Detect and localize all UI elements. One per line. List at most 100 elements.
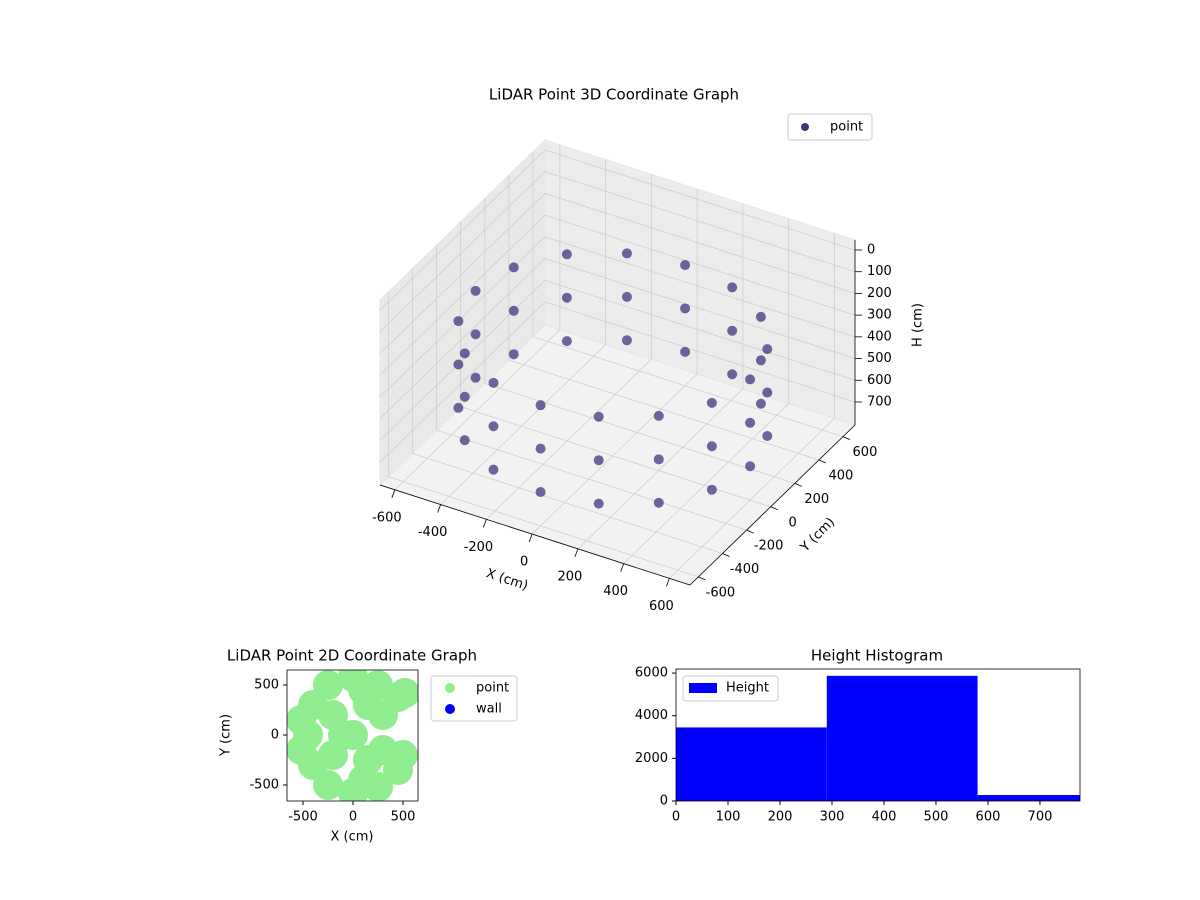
legend-label: wall <box>476 702 502 717</box>
x-tick-label: -600 <box>372 510 402 525</box>
point <box>453 359 464 370</box>
point <box>388 740 418 770</box>
x-tick-label: -200 <box>464 540 494 555</box>
grid-line <box>394 329 561 491</box>
point <box>593 411 604 422</box>
x-tick-label: 200 <box>557 569 582 584</box>
grid-line <box>379 236 546 398</box>
x-tick-label: 0 <box>349 810 357 825</box>
point <box>680 260 691 271</box>
grid-line <box>484 383 795 484</box>
point <box>348 765 378 795</box>
bar <box>826 675 978 801</box>
x-tick-label: 300 <box>820 810 845 825</box>
grid-line <box>666 578 670 587</box>
point <box>762 387 773 398</box>
point <box>459 348 470 359</box>
point <box>470 285 481 296</box>
point <box>727 282 738 293</box>
bar <box>676 727 827 801</box>
grid-line <box>544 171 856 273</box>
grid-line <box>391 489 396 498</box>
point <box>488 421 499 432</box>
point <box>470 372 481 383</box>
x-tick-label: 500 <box>924 810 949 825</box>
y-tick-label: 2000 <box>635 751 668 766</box>
chart-title: Height Histogram <box>811 647 943 665</box>
grid-line <box>460 406 771 508</box>
y-tick-label: 200 <box>804 492 829 507</box>
z-tick-label: 600 <box>867 373 892 388</box>
x-tick-label: 0 <box>672 810 680 825</box>
point <box>653 410 664 421</box>
axes-frame <box>675 668 1081 802</box>
legend-box <box>430 675 518 722</box>
x-tick-label: 500 <box>391 810 416 825</box>
y-tick-label: 0 <box>660 794 668 809</box>
y-axis-label: Y (cm) <box>219 714 234 757</box>
grid-line <box>437 504 442 513</box>
grid-line <box>770 506 778 511</box>
grid-line <box>486 359 652 520</box>
legend-label: point <box>830 120 863 135</box>
grid-line <box>412 453 723 554</box>
x-tick-label: 400 <box>603 584 628 599</box>
grid-line <box>544 236 856 338</box>
point <box>706 441 717 452</box>
point <box>488 464 499 475</box>
grid-line <box>440 344 606 505</box>
z-tick-label: 700 <box>867 394 892 409</box>
legend-label: point <box>476 681 509 696</box>
grid-line <box>544 193 856 294</box>
grid-line <box>379 193 546 354</box>
grid-line <box>698 576 706 581</box>
point <box>561 336 572 347</box>
point <box>459 435 470 446</box>
grid-line <box>436 429 747 531</box>
y-tick-label: 0 <box>789 515 797 530</box>
legend-box <box>682 675 779 702</box>
grid-line <box>746 529 754 534</box>
point <box>706 484 717 495</box>
x-tick-label: 400 <box>872 810 897 825</box>
point <box>287 735 316 765</box>
x-tick-label: 100 <box>716 810 741 825</box>
bar <box>977 795 1080 801</box>
x-tick-label: -500 <box>288 810 318 825</box>
point <box>762 344 773 355</box>
grid-line <box>379 301 546 463</box>
point <box>680 346 691 357</box>
grid-line <box>544 301 856 403</box>
legend-marker <box>445 683 455 693</box>
x-tick-label: -400 <box>418 525 448 540</box>
point <box>653 454 664 465</box>
z-tick-label: 300 <box>867 308 892 323</box>
grid-line <box>379 149 546 311</box>
y-tick-label: 400 <box>828 469 853 484</box>
grid-line <box>532 336 844 438</box>
x-tick-label: 600 <box>976 810 1001 825</box>
y-tick-label: -600 <box>706 585 736 600</box>
point <box>561 292 572 303</box>
point <box>508 305 519 316</box>
z-tick-label: 500 <box>867 351 892 366</box>
grid-line <box>388 476 699 578</box>
y-tick-label: 0 <box>271 728 279 743</box>
point <box>762 430 773 441</box>
point <box>561 249 572 260</box>
y-tick-label: -500 <box>249 778 279 793</box>
legend-label: Height <box>726 681 769 696</box>
point <box>621 291 632 302</box>
point <box>727 369 738 380</box>
point <box>453 402 464 413</box>
grid-line <box>574 548 579 557</box>
point <box>745 374 756 385</box>
grid-line <box>379 214 546 376</box>
legend-box <box>787 113 873 141</box>
point <box>368 700 398 730</box>
y-tick-label: 500 <box>254 678 279 693</box>
grid-line <box>544 258 856 359</box>
point <box>287 705 316 735</box>
point <box>745 417 756 428</box>
point <box>593 455 604 466</box>
